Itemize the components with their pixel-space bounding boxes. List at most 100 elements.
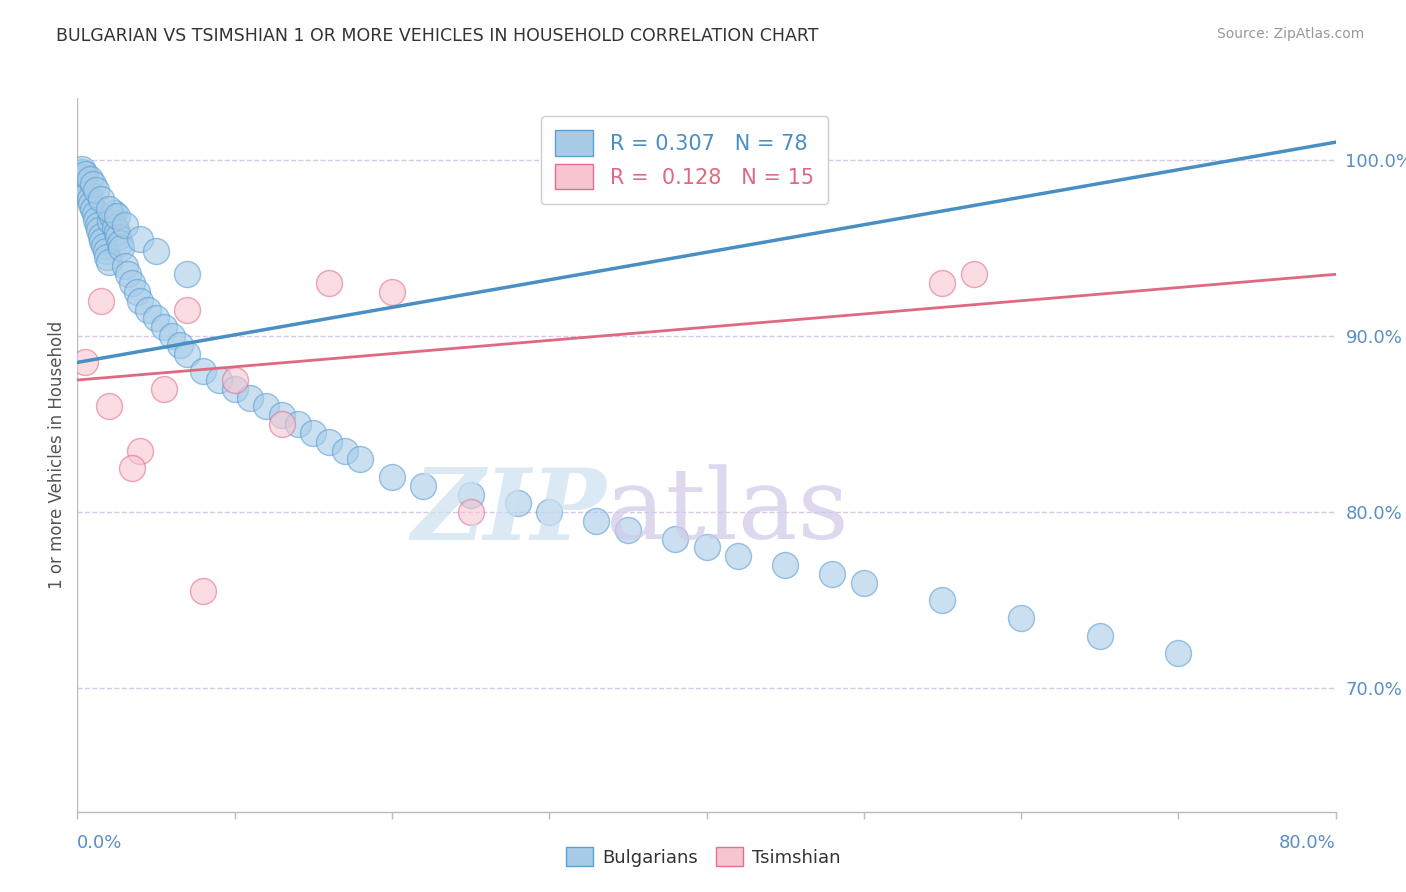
Point: [84, 183, 107, 197]
Point: [931, 593, 953, 607]
Point: [852, 575, 875, 590]
Point: [585, 514, 607, 528]
Point: [105, 209, 128, 223]
Point: [460, 487, 482, 501]
Point: [538, 505, 561, 519]
Point: [82, 178, 104, 192]
Point: [727, 549, 749, 564]
Point: [381, 285, 404, 299]
Point: [931, 276, 953, 290]
Point: [83, 207, 105, 221]
Point: [696, 541, 718, 555]
Legend: R = 0.307   N = 78, R =  0.128   N = 15: R = 0.307 N = 78, R = 0.128 N = 15: [541, 116, 828, 204]
Point: [75, 355, 97, 369]
Point: [76, 181, 98, 195]
Point: [239, 391, 262, 405]
Point: [821, 566, 844, 581]
Point: [412, 479, 434, 493]
Text: BULGARIAN VS TSIMSHIAN 1 OR MORE VEHICLES IN HOUSEHOLD CORRELATION CHART: BULGARIAN VS TSIMSHIAN 1 OR MORE VEHICLE…: [56, 27, 818, 45]
Point: [97, 400, 120, 414]
Y-axis label: 1 or more Vehicles in Household: 1 or more Vehicles in Household: [48, 321, 66, 589]
Point: [169, 338, 191, 352]
Point: [84, 212, 107, 227]
Point: [90, 293, 112, 308]
Point: [136, 302, 159, 317]
Text: atlas: atlas: [606, 464, 849, 560]
Point: [191, 584, 215, 599]
Point: [80, 197, 103, 211]
Point: [302, 425, 325, 440]
Point: [75, 167, 97, 181]
Point: [79, 172, 101, 186]
Point: [93, 239, 115, 253]
Point: [129, 293, 152, 308]
Point: [176, 268, 198, 282]
Point: [664, 532, 686, 546]
Point: [176, 302, 198, 317]
Point: [91, 234, 114, 248]
Text: Source: ZipAtlas.com: Source: ZipAtlas.com: [1216, 27, 1364, 41]
Point: [96, 250, 118, 264]
Point: [70, 161, 93, 176]
Point: [349, 452, 371, 467]
Point: [121, 276, 143, 290]
Point: [145, 244, 167, 259]
Point: [101, 209, 124, 223]
Point: [89, 223, 111, 237]
Point: [121, 461, 143, 475]
Point: [87, 218, 110, 232]
Point: [103, 205, 125, 219]
Point: [617, 523, 640, 537]
Point: [153, 320, 176, 334]
Point: [127, 285, 149, 299]
Point: [318, 434, 340, 449]
Point: [70, 165, 93, 179]
Point: [117, 268, 139, 282]
Point: [90, 228, 112, 243]
Point: [460, 505, 482, 519]
Point: [318, 276, 340, 290]
Point: [98, 214, 121, 228]
Point: [145, 311, 167, 326]
Point: [287, 417, 309, 431]
Point: [97, 202, 120, 216]
Point: [208, 373, 231, 387]
Point: [963, 268, 986, 282]
Point: [773, 558, 796, 572]
Point: [72, 170, 94, 185]
Point: [79, 192, 101, 206]
Point: [108, 235, 131, 250]
Point: [107, 230, 129, 244]
Text: ZIP: ZIP: [411, 464, 606, 560]
Point: [160, 329, 183, 343]
Point: [129, 443, 152, 458]
Point: [114, 259, 136, 273]
Text: 80.0%: 80.0%: [1279, 834, 1336, 852]
Point: [82, 202, 104, 216]
Point: [77, 186, 100, 201]
Point: [270, 409, 292, 423]
Point: [224, 373, 246, 387]
Point: [254, 400, 277, 414]
Point: [1088, 628, 1111, 642]
Point: [104, 219, 127, 234]
Point: [75, 176, 97, 190]
Point: [114, 218, 136, 232]
Point: [381, 470, 404, 484]
Point: [270, 417, 292, 431]
Point: [90, 192, 112, 206]
Point: [94, 244, 117, 259]
Point: [506, 496, 529, 510]
Point: [1010, 611, 1032, 625]
Legend: Bulgarians, Tsimshian: Bulgarians, Tsimshian: [558, 840, 848, 874]
Point: [110, 241, 132, 255]
Point: [97, 255, 120, 269]
Point: [176, 346, 198, 360]
Text: 0.0%: 0.0%: [77, 834, 122, 852]
Point: [69, 169, 91, 183]
Point: [1167, 646, 1189, 660]
Point: [191, 364, 215, 378]
Point: [333, 443, 356, 458]
Point: [153, 382, 176, 396]
Point: [224, 382, 246, 396]
